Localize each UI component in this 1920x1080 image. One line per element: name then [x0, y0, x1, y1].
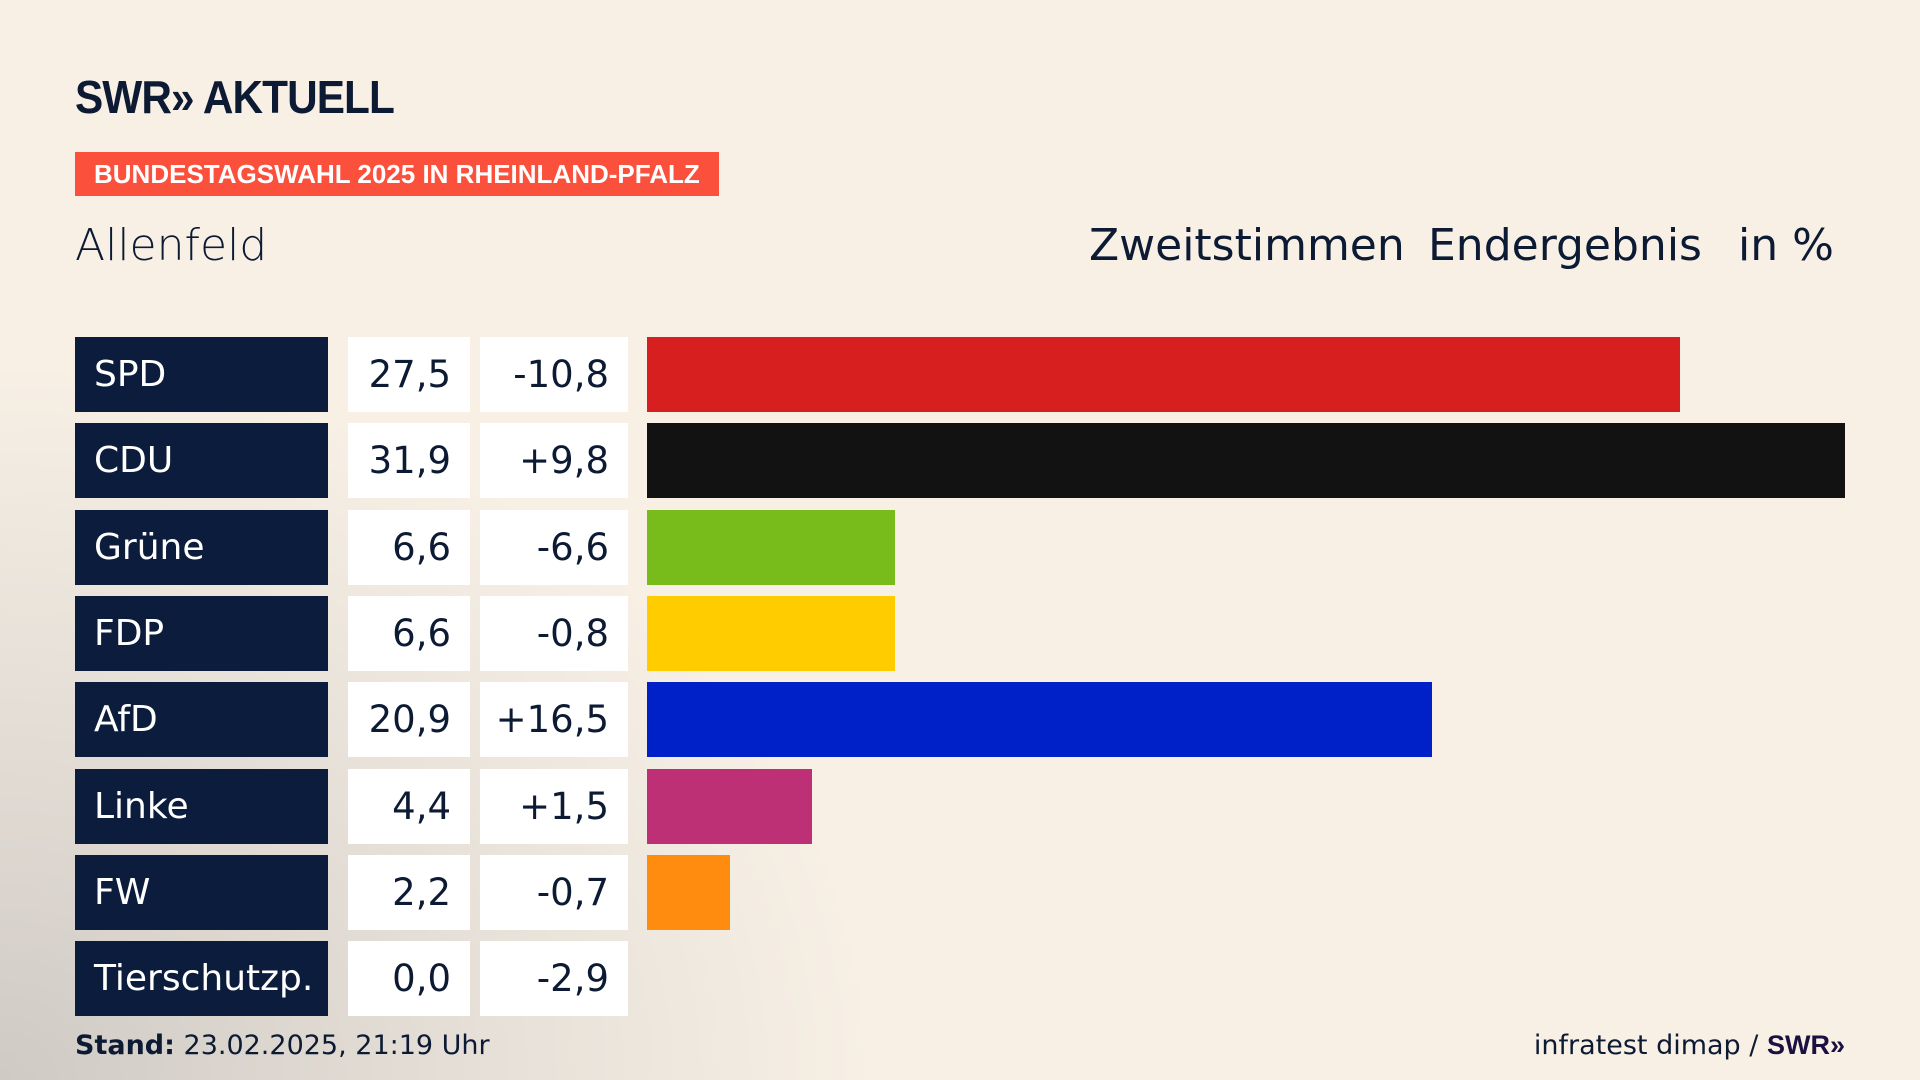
party-row: Tierschutzp. 0,0 -2,9 [75, 941, 1875, 1017]
party-bar [647, 423, 1845, 499]
party-value: 6,6 [348, 509, 470, 585]
timestamp: Stand: 23.02.2025, 21:19 Uhr [75, 1030, 490, 1061]
party-name: FDP [75, 595, 328, 671]
party-row: Grüne 6,6 -6,6 [75, 509, 1875, 585]
party-diff: +16,5 [480, 682, 628, 758]
swr-aktuell-logo: SWR» AKTUELL [75, 71, 395, 123]
party-name: Tierschutzp. [75, 941, 328, 1017]
party-bar [647, 509, 895, 585]
party-diff: +9,8 [480, 423, 628, 499]
party-diff: +1,5 [480, 768, 628, 844]
party-diff: -6,6 [480, 509, 628, 585]
party-row: CDU 31,9 +9,8 [75, 423, 1875, 499]
party-bar [647, 768, 813, 844]
party-row: FW 2,2 -0,7 [75, 854, 1875, 930]
party-row: FDP 6,6 -0,8 [75, 595, 1875, 671]
party-name: AfD [75, 682, 328, 758]
party-name: FW [75, 854, 328, 930]
place-title: Allenfeld [75, 220, 268, 271]
source: infratest dimap / SWR» [1534, 1030, 1845, 1061]
party-name: CDU [75, 423, 328, 499]
party-name: SPD [75, 337, 328, 412]
party-row: AfD 20,9 +16,5 [75, 682, 1875, 758]
party-value: 0,0 [348, 941, 470, 1017]
unit-label: in % [1738, 220, 1834, 271]
source-text: infratest dimap / [1533, 1030, 1759, 1061]
election-badge: BUNDESTAGSWAHL 2025 IN RHEINLAND-PFALZ [75, 152, 719, 196]
party-name: Grüne [75, 509, 328, 585]
party-bar [647, 337, 1680, 412]
party-name: Linke [75, 768, 328, 844]
party-value: 6,6 [348, 595, 470, 671]
party-value: 27,5 [348, 337, 470, 412]
party-bar [647, 595, 895, 671]
party-bar [647, 682, 1432, 758]
party-value: 31,9 [348, 423, 470, 499]
party-value: 2,2 [348, 854, 470, 930]
party-value: 20,9 [348, 682, 470, 758]
party-diff: -0,7 [480, 854, 628, 930]
party-row: SPD 27,5 -10,8 [75, 337, 1875, 412]
status-label: Endergebnis [1428, 220, 1702, 271]
stand-label: Stand: [75, 1030, 175, 1061]
vote-type-label: Zweitstimmen [1089, 220, 1405, 271]
stand-value: 23.02.2025, 21:19 Uhr [183, 1030, 490, 1061]
party-diff: -0,8 [480, 595, 628, 671]
party-diff: -2,9 [480, 941, 628, 1017]
party-bar [647, 854, 730, 930]
party-value: 4,4 [348, 768, 470, 844]
party-row: Linke 4,4 +1,5 [75, 768, 1875, 844]
swr-logo: SWR» [1766, 1030, 1845, 1060]
party-diff: -10,8 [480, 337, 628, 412]
